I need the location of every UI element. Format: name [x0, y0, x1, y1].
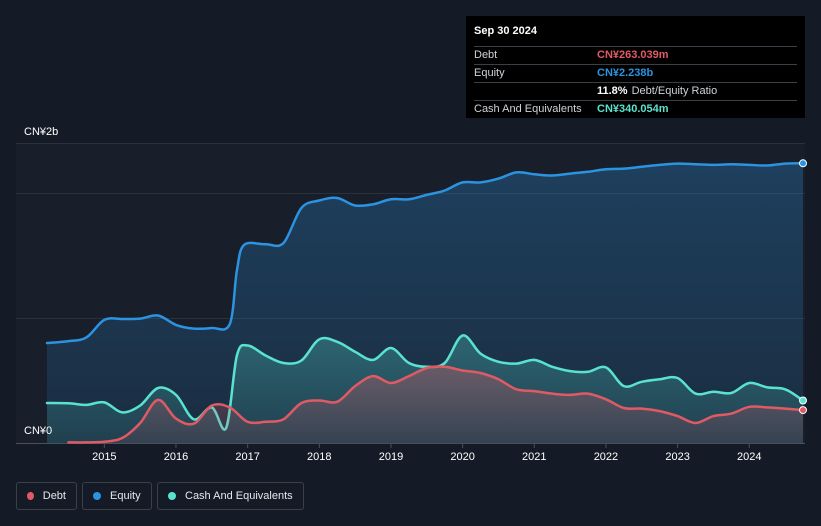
x-tick-label: 2020 — [450, 451, 474, 463]
cash-and-equivalents-endpoint-marker[interactable] — [799, 396, 807, 405]
tooltip-ratio-value: 11.8% — [597, 85, 628, 97]
tooltip-cash-value: CN¥340.054m — [597, 103, 669, 115]
x-tick-label: 2021 — [522, 451, 546, 463]
x-tick-label: 2022 — [594, 451, 618, 463]
legend-equity[interactable]: Equity — [82, 482, 152, 510]
tooltip-debt-row: Debt CN¥263.039m — [474, 47, 797, 65]
x-tick-label: 2023 — [665, 451, 689, 463]
legend-debt-label: Debt — [42, 490, 66, 502]
x-tick-label: 2015 — [92, 451, 116, 463]
tooltip-date: Sep 30 2024 — [474, 24, 797, 47]
legend-cash-label: Cash And Equivalents — [185, 490, 293, 502]
y-tick-label-zero: CN¥0 — [24, 425, 52, 437]
tooltip-debt-label: Debt — [474, 49, 498, 61]
tooltip-equity-label: Equity — [474, 67, 505, 79]
equity-endpoint-marker[interactable] — [799, 159, 807, 168]
legend-cash[interactable]: Cash And Equivalents — [157, 482, 304, 510]
cash-legend-dot — [168, 492, 176, 500]
tooltip-debt-value: CN¥263.039m — [597, 49, 669, 61]
tooltip-cash-row: Cash And Equivalents CN¥340.054m — [474, 101, 797, 118]
legend-equity-label: Equity — [110, 490, 141, 502]
x-tick-label: 2016 — [164, 451, 188, 463]
series-layer — [45, 159, 807, 444]
legend-debt[interactable]: Debt — [16, 482, 77, 510]
tooltip-cash-label: Cash And Equivalents — [474, 103, 582, 115]
tooltip-equity-value: CN¥2.238b — [597, 67, 654, 79]
x-tick-label: 2017 — [235, 451, 259, 463]
equity-line — [45, 162, 805, 345]
tooltip-equity-row: Equity CN¥2.238b — [474, 65, 797, 83]
equity-legend-dot — [93, 492, 101, 500]
x-tick-label: 2018 — [307, 451, 331, 463]
debt-endpoint-marker[interactable] — [799, 406, 807, 415]
x-tick-label: 2024 — [737, 451, 761, 463]
debt-legend-dot — [27, 492, 34, 500]
x-tick-label: 2019 — [379, 451, 403, 463]
x-axis: 2015 2016 2017 2018 2019 2020 2021 2022 2023 2024 — [92, 443, 761, 463]
data-tooltip: Sep 30 2024 Debt CN¥263.039m Equity CN¥2… — [466, 16, 805, 118]
debt-line — [67, 365, 805, 444]
tooltip-ratio-spacer — [474, 83, 597, 100]
cash-and-equivalents-line — [45, 334, 805, 431]
y-tick-label-top: CN¥2b — [24, 126, 58, 138]
tooltip-ratio-row: 11.8% Debt/Equity Ratio — [474, 83, 797, 101]
tooltip-ratio-label: Debt/Equity Ratio — [631, 85, 718, 97]
